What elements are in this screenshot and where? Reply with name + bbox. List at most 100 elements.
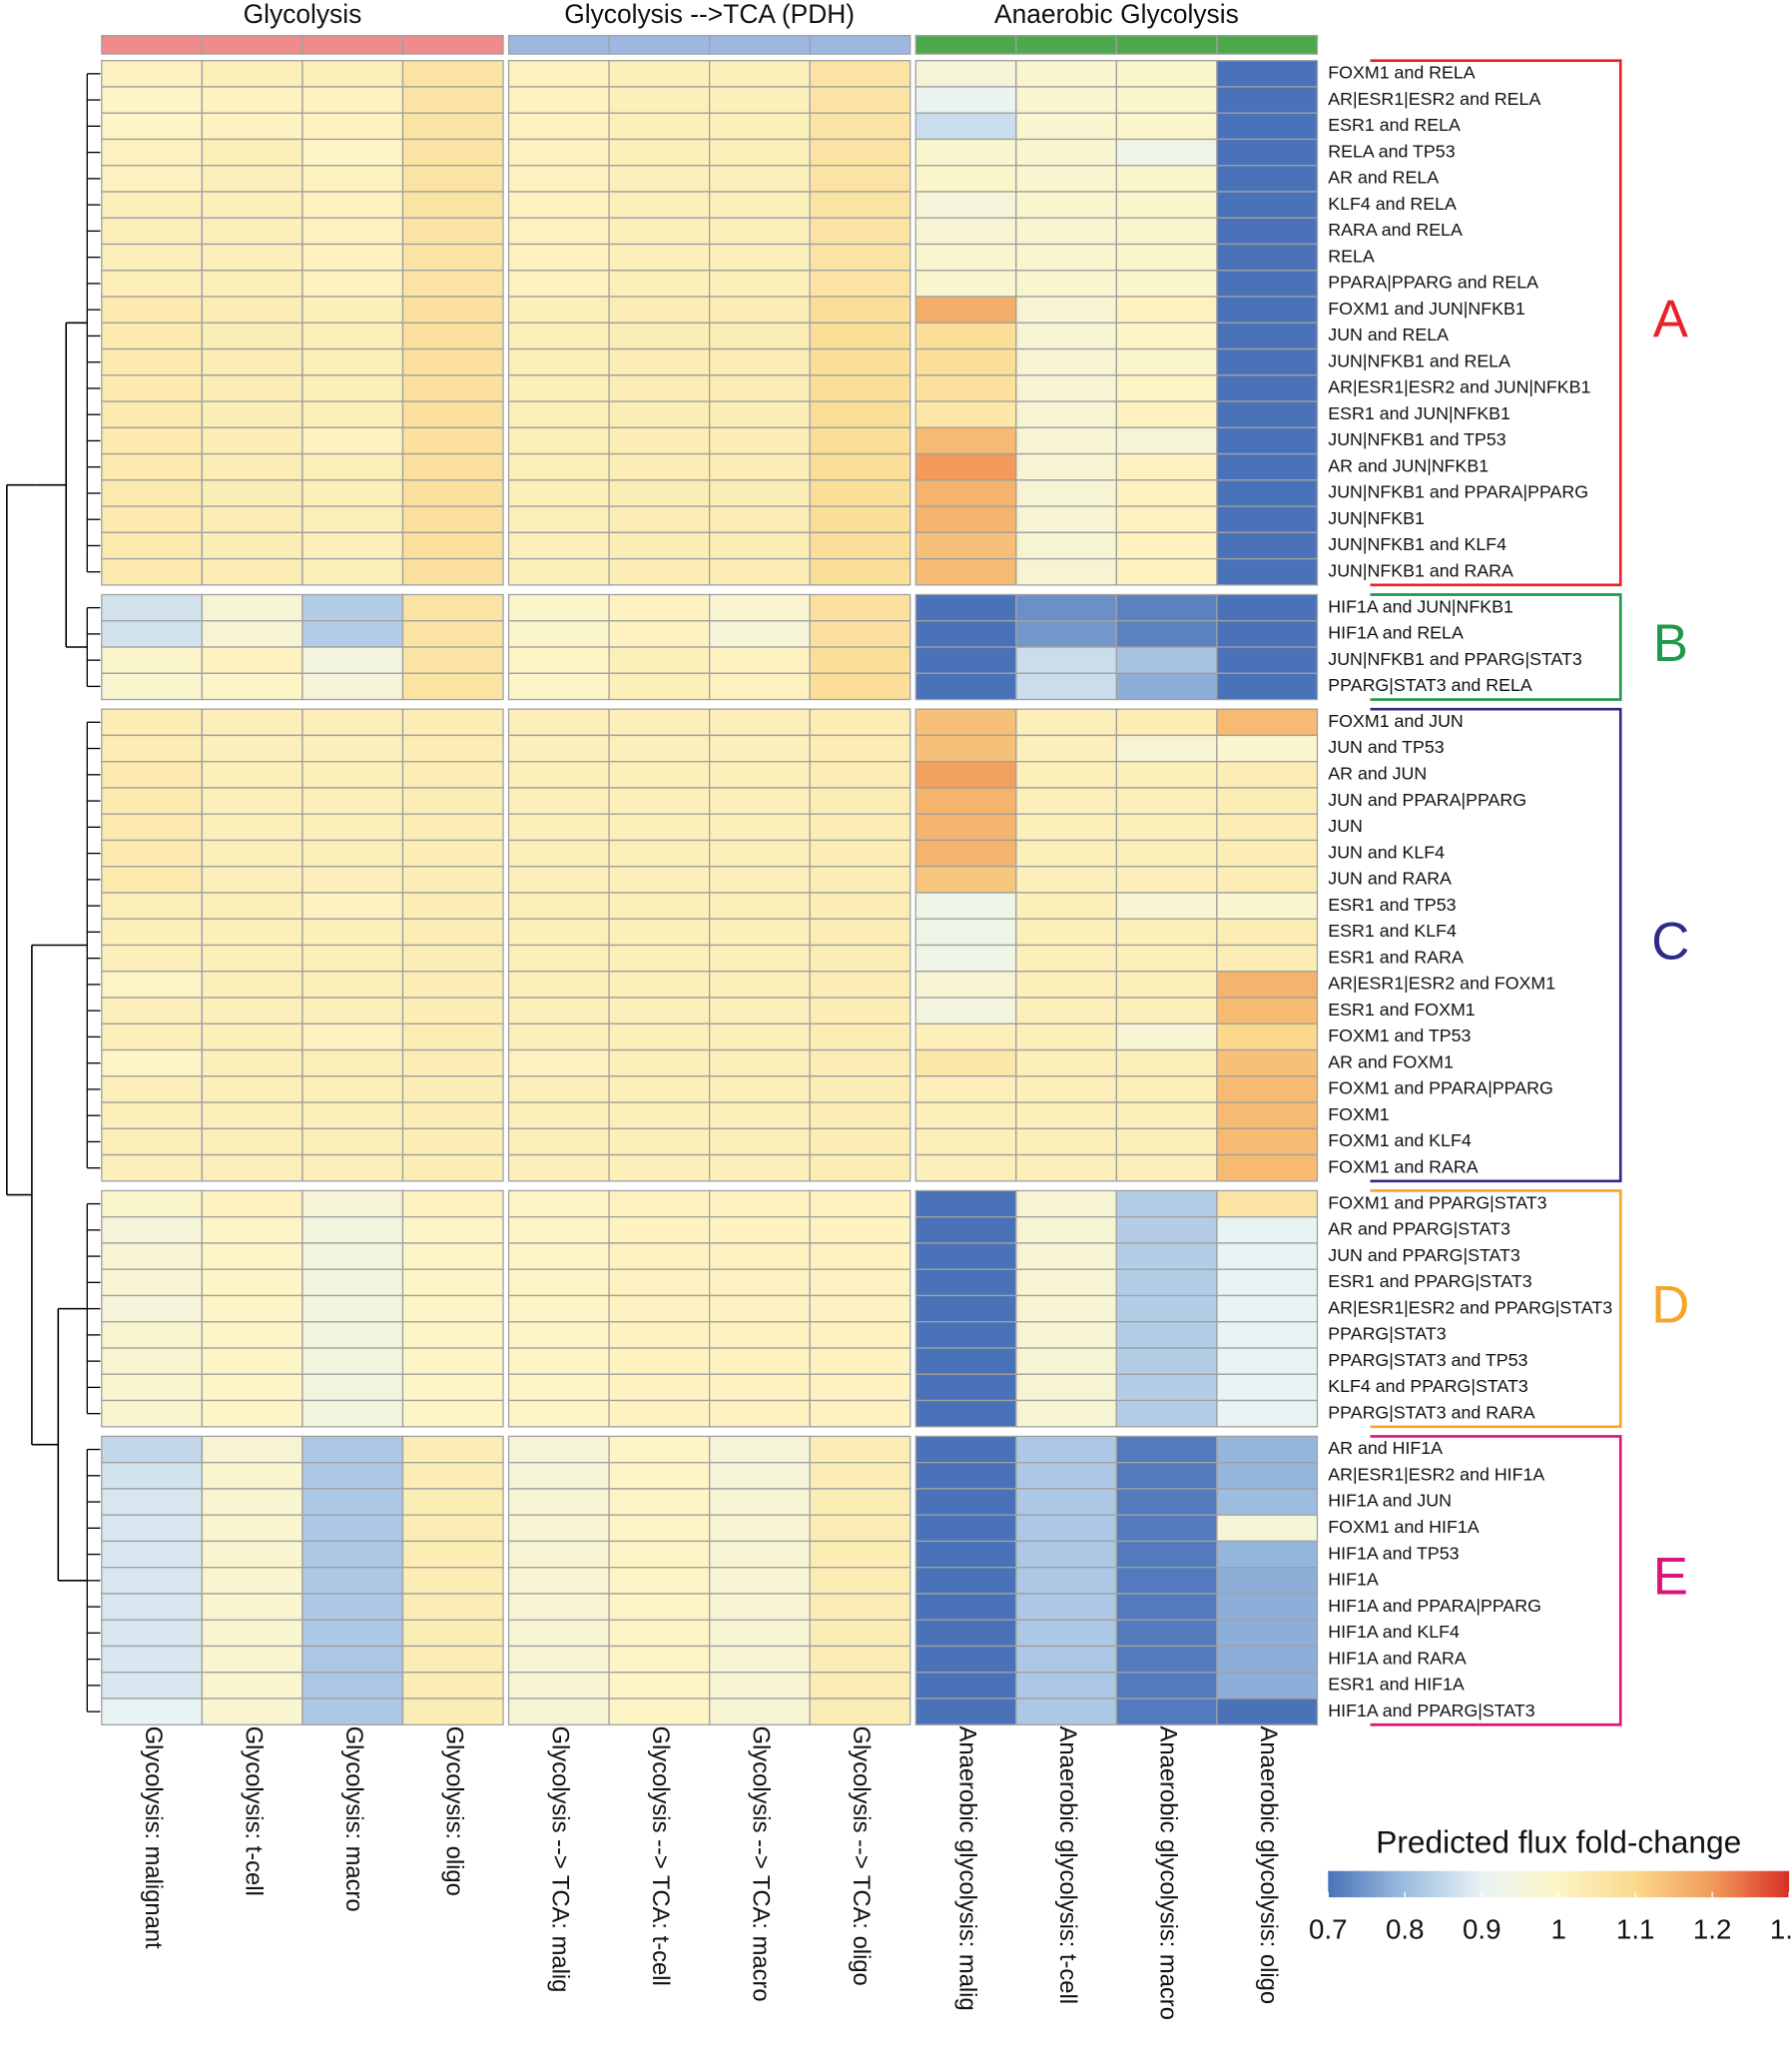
heatmap-cell	[507, 374, 610, 402]
heatmap-cell	[914, 1399, 1017, 1428]
heatmap-cell	[1216, 531, 1319, 560]
heatmap-cell	[914, 400, 1017, 428]
heatmap-cell	[507, 787, 610, 815]
heatmap-cell	[1216, 557, 1319, 586]
heatmap-cell	[507, 1593, 610, 1621]
heatmap-cell	[608, 1619, 711, 1648]
heatmap-cell	[1015, 191, 1118, 219]
heatmap-cell	[1115, 296, 1218, 324]
heatmap-cell	[401, 165, 504, 193]
heatmap-cell	[401, 426, 504, 455]
row-label: ESR1 and RELA	[1328, 115, 1461, 135]
colorbar-tick-label: 1.1	[1616, 1914, 1655, 1945]
heatmap-cell	[401, 1268, 504, 1297]
heatmap-cell	[708, 296, 811, 324]
heatmap-cell	[809, 1645, 911, 1674]
heatmap-cell	[507, 296, 610, 324]
cluster-bracket	[1370, 707, 1622, 1183]
row-label: RARA and RELA	[1328, 220, 1463, 240]
column-label: Glycolysis: malignant	[140, 1726, 167, 1949]
heatmap-cell	[301, 1672, 404, 1700]
heatmap-cell	[507, 557, 610, 586]
heatmap-cell	[608, 734, 711, 763]
heatmap-cell	[1216, 1514, 1319, 1543]
heatmap-cell	[914, 892, 1017, 920]
heatmap-cell	[708, 452, 811, 481]
row-label: AR|ESR1|ESR2 and RELA	[1328, 89, 1540, 109]
heatmap-cell	[101, 1672, 204, 1700]
heatmap-cell	[301, 1488, 404, 1516]
heatmap-cell	[1015, 1101, 1118, 1129]
heatmap-cell	[1216, 813, 1319, 842]
row-label: AR|ESR1|ESR2 and FOXM1	[1328, 974, 1555, 994]
heatmap-cell	[914, 1321, 1017, 1349]
heatmap-cell	[608, 1435, 711, 1464]
heatmap-cell	[401, 1101, 504, 1129]
heatmap-cell	[201, 1268, 303, 1297]
heatmap-cell	[1015, 944, 1118, 973]
heatmap-cell	[608, 620, 711, 648]
row-label: JUN and PPARG|STAT3	[1328, 1245, 1520, 1265]
heatmap-cell	[1015, 400, 1118, 428]
heatmap-cell	[914, 112, 1017, 141]
heatmap-cell	[507, 1698, 610, 1725]
heatmap-cell	[809, 997, 911, 1025]
heatmap-cell	[507, 1153, 610, 1182]
heatmap-cell	[1015, 1645, 1118, 1674]
heatmap-cell	[507, 839, 610, 868]
heatmap-cell	[914, 813, 1017, 842]
heatmap-cell	[1115, 270, 1218, 298]
heatmap-cell	[1216, 60, 1319, 88]
colorbar-tick-label: 0.9	[1463, 1914, 1501, 1945]
heatmap-cell	[1015, 479, 1118, 507]
heatmap-cell	[1216, 1540, 1319, 1569]
heatmap-cell	[1015, 270, 1118, 298]
heatmap-cell	[608, 1321, 711, 1349]
heatmap-cell	[1015, 1698, 1118, 1725]
heatmap-cell	[1216, 839, 1319, 868]
heatmap-cell	[301, 1373, 404, 1402]
heatmap-cell	[101, 672, 204, 701]
group-color-bar	[507, 34, 610, 55]
heatmap-cell	[608, 1698, 711, 1725]
heatmap-cell	[1216, 1347, 1319, 1375]
heatmap-cell	[301, 1242, 404, 1270]
heatmap-cell	[708, 1153, 811, 1182]
heatmap-cell	[301, 620, 404, 648]
heatmap-cell	[507, 322, 610, 350]
heatmap-cell	[401, 1540, 504, 1569]
heatmap-cell	[608, 1023, 711, 1051]
heatmap-cell	[914, 1373, 1017, 1402]
column-label: Glycolysis: oligo	[440, 1726, 467, 1896]
heatmap-cell	[708, 708, 811, 737]
heatmap-cell	[401, 452, 504, 481]
heatmap-cell	[1115, 944, 1218, 973]
heatmap-cell	[1216, 426, 1319, 455]
heatmap-cell	[608, 839, 711, 868]
heatmap-cell	[809, 1399, 911, 1428]
heatmap-cell	[101, 374, 204, 402]
heatmap-cell	[608, 1268, 711, 1297]
heatmap-cell	[1115, 138, 1218, 167]
row-label: HIF1A and TP53	[1328, 1543, 1459, 1563]
heatmap-cell	[201, 761, 303, 789]
heatmap-cell	[809, 243, 911, 272]
heatmap-cell	[201, 620, 303, 648]
heatmap-cell	[1015, 322, 1118, 350]
column-label: Glycolysis --> TCA: t-cell	[647, 1726, 674, 1986]
colorbar-tick-label: 0.7	[1309, 1914, 1348, 1945]
heatmap-cell	[608, 708, 711, 737]
heatmap-cell	[708, 322, 811, 350]
heatmap-cell	[809, 60, 911, 88]
heatmap-cell	[1115, 1127, 1218, 1156]
heatmap-cell	[1015, 426, 1118, 455]
heatmap-cell	[1216, 1048, 1319, 1077]
heatmap-cell	[809, 1321, 911, 1349]
heatmap-cell	[1115, 1242, 1218, 1270]
heatmap-cell	[1115, 708, 1218, 737]
group-color-bar	[608, 34, 711, 55]
heatmap-cell	[101, 1619, 204, 1648]
heatmap-cell	[1115, 557, 1218, 586]
heatmap-cell	[1015, 1373, 1118, 1402]
heatmap-cell	[1015, 1153, 1118, 1182]
